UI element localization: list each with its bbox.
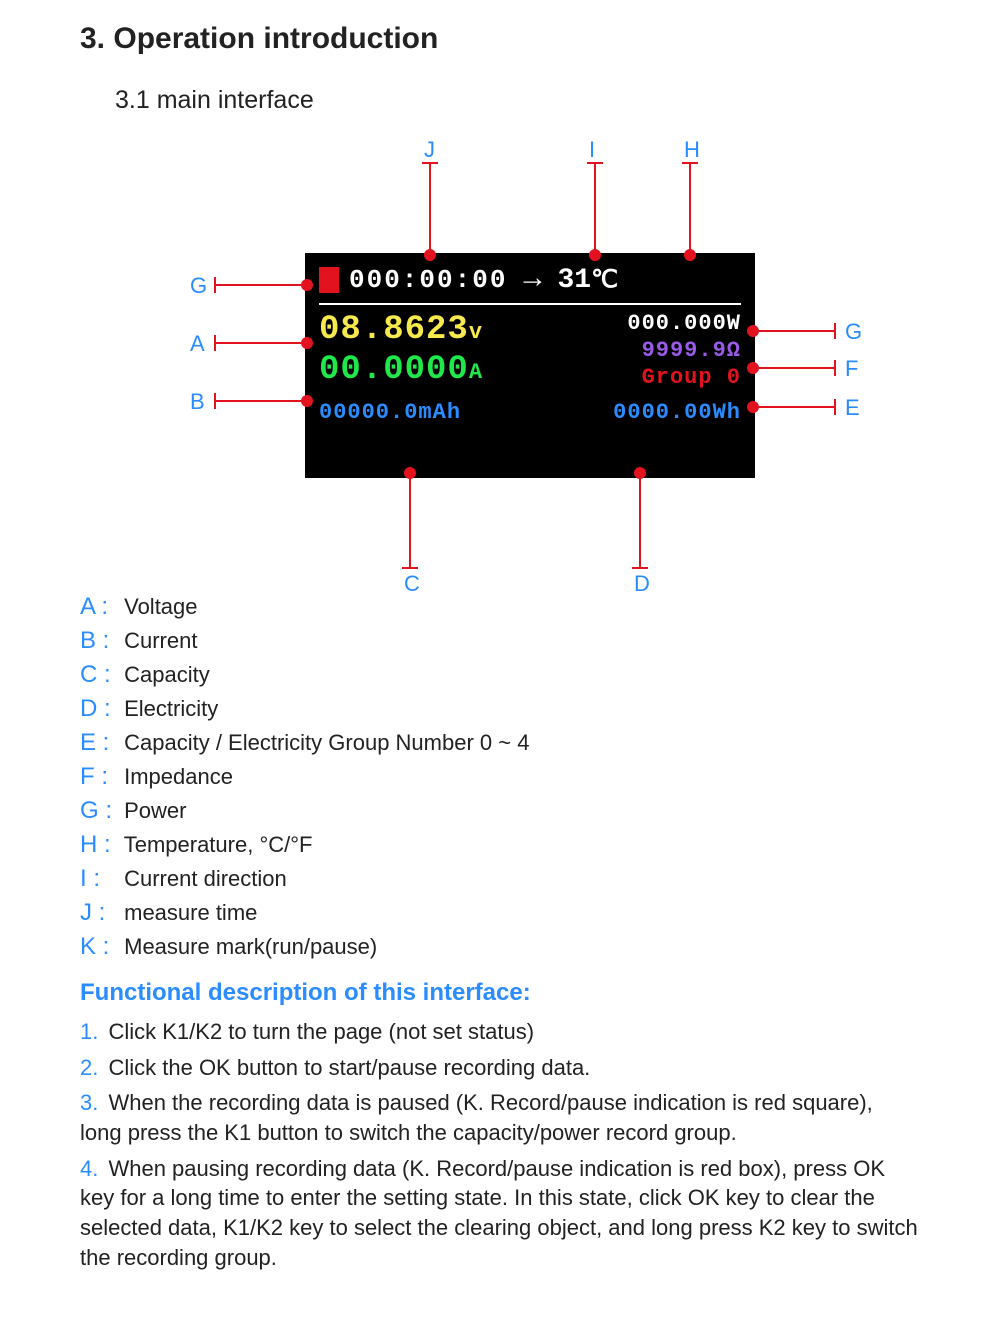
legend-text: Capacity / Electricity Group Number 0 ~ … bbox=[118, 730, 529, 755]
legend-letter: A : bbox=[80, 593, 118, 621]
functional-item: 3. When the recording data is paused (K.… bbox=[80, 1088, 920, 1147]
legend-letter: K : bbox=[80, 933, 118, 961]
svg-text:C: C bbox=[404, 571, 420, 593]
legend-text: Current bbox=[118, 628, 197, 653]
legend-letter: B : bbox=[80, 627, 118, 655]
legend-item: E : Capacity / Electricity Group Number … bbox=[80, 729, 920, 757]
current-readout: 00.0000A bbox=[319, 351, 483, 389]
legend-text: Power bbox=[118, 798, 186, 823]
functional-item-text: When the recording data is paused (K. Re… bbox=[80, 1090, 873, 1145]
legend-text: Current direction bbox=[118, 866, 287, 891]
legend-text: Temperature, °C/°F bbox=[118, 832, 312, 857]
legend-letter: E : bbox=[80, 729, 118, 757]
functional-item-number: 1. bbox=[80, 1019, 98, 1044]
functional-item: 4. When pausing recording data (K. Recor… bbox=[80, 1154, 920, 1273]
subsection-title: 3.1 main interface bbox=[115, 86, 920, 115]
legend-text: Capacity bbox=[118, 662, 210, 687]
legend-letter: F : bbox=[80, 763, 118, 791]
voltage-readout: 08.8623v bbox=[319, 311, 483, 349]
legend-text: Electricity bbox=[118, 696, 218, 721]
legend-item: G : Power bbox=[80, 797, 920, 825]
record-indicator-icon bbox=[319, 267, 339, 293]
lcd-display: 000:00:00 → 31℃ 08.8623v 00.0000A 000. bbox=[305, 253, 755, 478]
functional-title: Functional description of this interface… bbox=[80, 979, 920, 1007]
functional-item-text: Click the OK button to start/pause recor… bbox=[102, 1055, 590, 1080]
legend-text: Impedance bbox=[118, 764, 233, 789]
functional-item-text: Click K1/K2 to turn the page (not set st… bbox=[102, 1019, 534, 1044]
svg-text:B: B bbox=[190, 389, 205, 414]
direction-arrow-icon: → bbox=[523, 263, 541, 297]
legend-item: J : measure time bbox=[80, 899, 920, 927]
legend-text: measure time bbox=[118, 900, 257, 925]
svg-text:G: G bbox=[845, 319, 862, 344]
svg-text:D: D bbox=[634, 571, 650, 593]
current-value: 00.0000 bbox=[319, 351, 469, 389]
voltage-unit: v bbox=[469, 320, 483, 345]
legend-text: Measure mark(run/pause) bbox=[118, 934, 377, 959]
temp-unit: ℃ bbox=[591, 268, 618, 295]
lcd-row-top: 000:00:00 → 31℃ bbox=[319, 263, 741, 297]
legend-item: I : Current direction bbox=[80, 865, 920, 893]
temp-number: 31 bbox=[557, 265, 591, 296]
lcd-row-mid: 08.8623v 00.0000A 000.000W 9999.9Ω Group… bbox=[319, 311, 741, 390]
legend-letter: G : bbox=[80, 797, 118, 825]
legend-item: C : Capacity bbox=[80, 661, 920, 689]
legend-item: F : Impedance bbox=[80, 763, 920, 791]
legend-letter: C : bbox=[80, 661, 118, 689]
functional-item: 2. Click the OK button to start/pause re… bbox=[80, 1053, 920, 1083]
legend-text: Voltage bbox=[118, 594, 198, 619]
timer-value: 000:00:00 bbox=[349, 265, 507, 295]
legend-item: H : Temperature, °C/°F bbox=[80, 831, 920, 859]
svg-text:A: A bbox=[190, 331, 205, 356]
voltage-value: 08.8623 bbox=[319, 311, 469, 349]
legend-letter: D : bbox=[80, 695, 118, 723]
lcd-row-bottom: 00000.0mAh 0000.00Wh bbox=[319, 400, 741, 425]
svg-text:G: G bbox=[190, 273, 207, 298]
current-unit: A bbox=[469, 360, 483, 385]
legend-letter: H : bbox=[80, 831, 118, 859]
section-title: 3. Operation introduction bbox=[80, 22, 920, 56]
svg-text:J: J bbox=[424, 137, 435, 162]
legend-item: A : Voltage bbox=[80, 593, 920, 621]
functional-list: 1. Click K1/K2 to turn the page (not set… bbox=[80, 1017, 920, 1273]
functional-item: 1. Click K1/K2 to turn the page (not set… bbox=[80, 1017, 920, 1047]
legend-item: K : Measure mark(run/pause) bbox=[80, 933, 920, 961]
legend-item: B : Current bbox=[80, 627, 920, 655]
legend-letter: I : bbox=[80, 865, 118, 893]
power-readout: 000.000W bbox=[627, 311, 741, 336]
svg-text:F: F bbox=[845, 356, 858, 381]
functional-item-number: 2. bbox=[80, 1055, 98, 1080]
interface-diagram: 000:00:00 → 31℃ 08.8623v 00.0000A 000. bbox=[115, 133, 915, 593]
legend-letter: J : bbox=[80, 899, 118, 927]
impedance-readout: 9999.9Ω bbox=[642, 338, 741, 363]
svg-text:I: I bbox=[589, 137, 595, 162]
legend-list: A : VoltageB : CurrentC : CapacityD : El… bbox=[80, 593, 920, 961]
energy-readout: 0000.00Wh bbox=[613, 400, 741, 425]
group-readout: Group 0 bbox=[642, 365, 741, 390]
lcd-divider bbox=[319, 303, 741, 305]
functional-item-number: 3. bbox=[80, 1090, 98, 1115]
svg-text:E: E bbox=[845, 395, 860, 420]
capacity-readout: 00000.0mAh bbox=[319, 400, 461, 425]
legend-item: D : Electricity bbox=[80, 695, 920, 723]
functional-item-text: When pausing recording data (K. Record/p… bbox=[80, 1156, 918, 1270]
temperature-value: 31℃ bbox=[557, 265, 618, 296]
svg-text:H: H bbox=[684, 137, 700, 162]
